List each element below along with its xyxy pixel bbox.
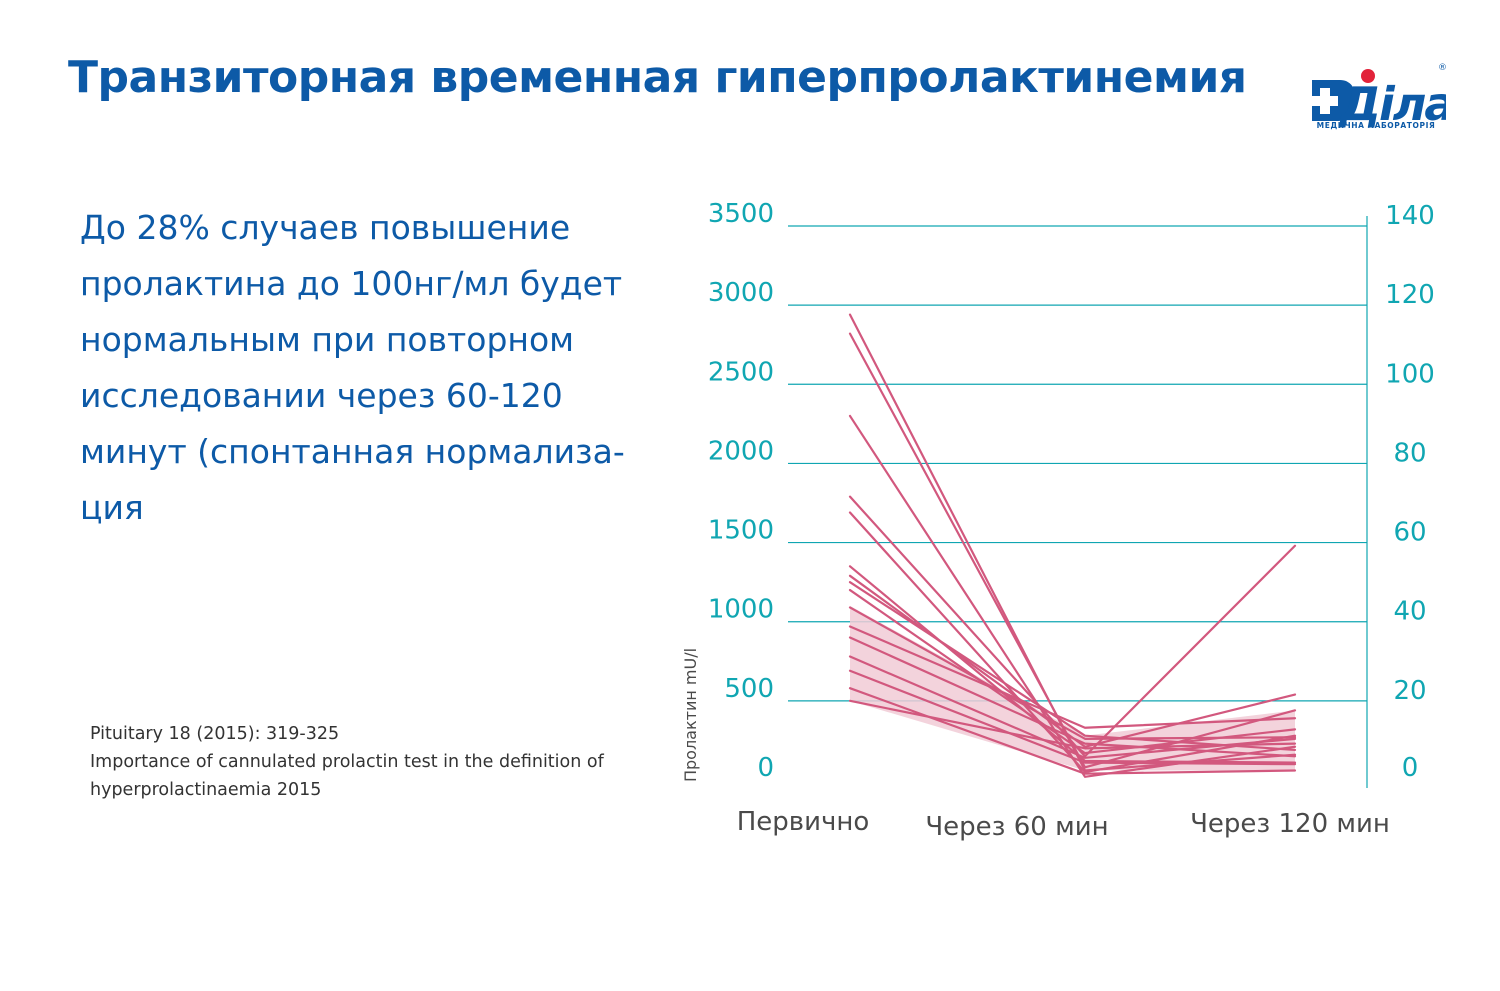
page-title: Транзиторная временная гиперпролактинеми…	[68, 52, 1247, 103]
y2-tick-label-120: 120	[1385, 280, 1435, 310]
grid-lines	[788, 225, 1367, 702]
source-line-2: Importance of cannulated prolactin test …	[90, 752, 604, 772]
series-line-12	[848, 636, 1297, 758]
logo-subtitle: МЕДИЧНА ЛАБОРАТОРІЯ	[1316, 121, 1436, 130]
y2-tick-label-40: 40	[1393, 597, 1426, 627]
series-line-11	[848, 625, 1297, 729]
registered-mark: ®	[1438, 63, 1446, 73]
x-category-label-0: Первично	[737, 807, 870, 837]
series-line-3	[848, 414, 1297, 778]
logo-dot	[1361, 69, 1375, 83]
y-tick-label-1500: 1500	[708, 516, 774, 546]
series-line-6	[848, 565, 1297, 764]
series-line-2	[848, 332, 1297, 769]
y-tick-label-500: 500	[724, 674, 774, 704]
y-tick-label-0: 0	[757, 753, 774, 783]
y2-tick-label-100: 100	[1385, 359, 1435, 389]
prolactin-chart: 0 500 1000 1500 2000 2500 3000 3500 0 20 40 60 80 100…	[681, 199, 1435, 842]
y-tick-label-3500: 3500	[708, 199, 774, 229]
logo-text: Діла	[1338, 77, 1446, 131]
y-tick-label-1000: 1000	[708, 595, 774, 625]
source-line-1: Pituitary 18 (2015): 319-325	[90, 724, 340, 744]
logo-cross-h	[1312, 96, 1338, 106]
series-line-5	[848, 511, 1297, 774]
y2-tick-label-60: 60	[1393, 518, 1426, 548]
y2-tick-label-80: 80	[1393, 438, 1426, 468]
source-citation: Pituitary 18 (2015): 319-325 Importance …	[90, 720, 630, 804]
series-lines	[848, 313, 1297, 778]
x-category-label-2: Через 120 мин	[1190, 809, 1390, 839]
y-tick-label-3000: 3000	[708, 278, 774, 308]
series-line-16	[848, 699, 1297, 750]
lead-text: До 28% случаев повышение пролактина до 1…	[80, 208, 625, 527]
series-line-4	[848, 495, 1297, 758]
x-category-label-1: Через 60 мин	[925, 812, 1108, 842]
y2-tick-label-140: 140	[1385, 201, 1435, 231]
source-line-3: hyperprolactinaemia 2015	[90, 780, 322, 800]
y-axis-title: Пролактин mU/l	[681, 648, 700, 782]
y-tick-label-2500: 2500	[708, 357, 774, 387]
y2-tick-label-0: 0	[1402, 753, 1419, 783]
series-line-14	[848, 669, 1297, 766]
series-line-10	[848, 606, 1297, 740]
y-tick-label-2000: 2000	[708, 436, 774, 466]
dila-logo: Діла ®	[1312, 63, 1446, 131]
tick-labels: 0 500 1000 1500 2000 2500 3000 3500 0 20 40 60 80 100…	[681, 199, 1435, 842]
y2-tick-label-20: 20	[1393, 676, 1426, 706]
